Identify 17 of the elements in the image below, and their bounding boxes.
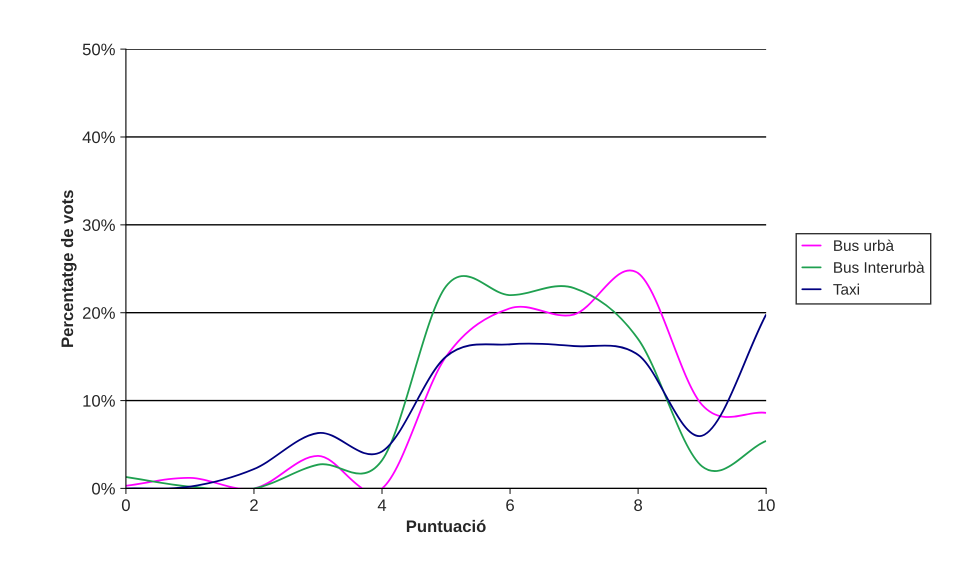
x-tick-label: 10 — [758, 499, 775, 512]
y-tick-label: 30% — [82, 219, 115, 232]
x-tick-label: 2 — [250, 499, 258, 511]
y-tick-label: 0% — [92, 482, 115, 495]
y-tick-label: 40% — [82, 131, 115, 144]
y-tick-label: 50% — [82, 44, 115, 56]
legend-label: Taxi — [833, 284, 860, 295]
x-axis-title: Puntuació — [406, 520, 486, 532]
x-tick-label: 6 — [506, 499, 514, 512]
y-axis-title: Percentatge de vots — [60, 190, 77, 347]
x-tick-label: 8 — [634, 499, 642, 512]
legend-label: Bus Interurbà — [834, 261, 925, 273]
x-tick-label: 4 — [378, 499, 386, 511]
y-tick-label: 10% — [83, 394, 115, 407]
x-tick-label: 0 — [122, 499, 130, 512]
legend-label: Bus urbà — [834, 240, 894, 251]
y-tick-label: 20% — [82, 307, 115, 319]
